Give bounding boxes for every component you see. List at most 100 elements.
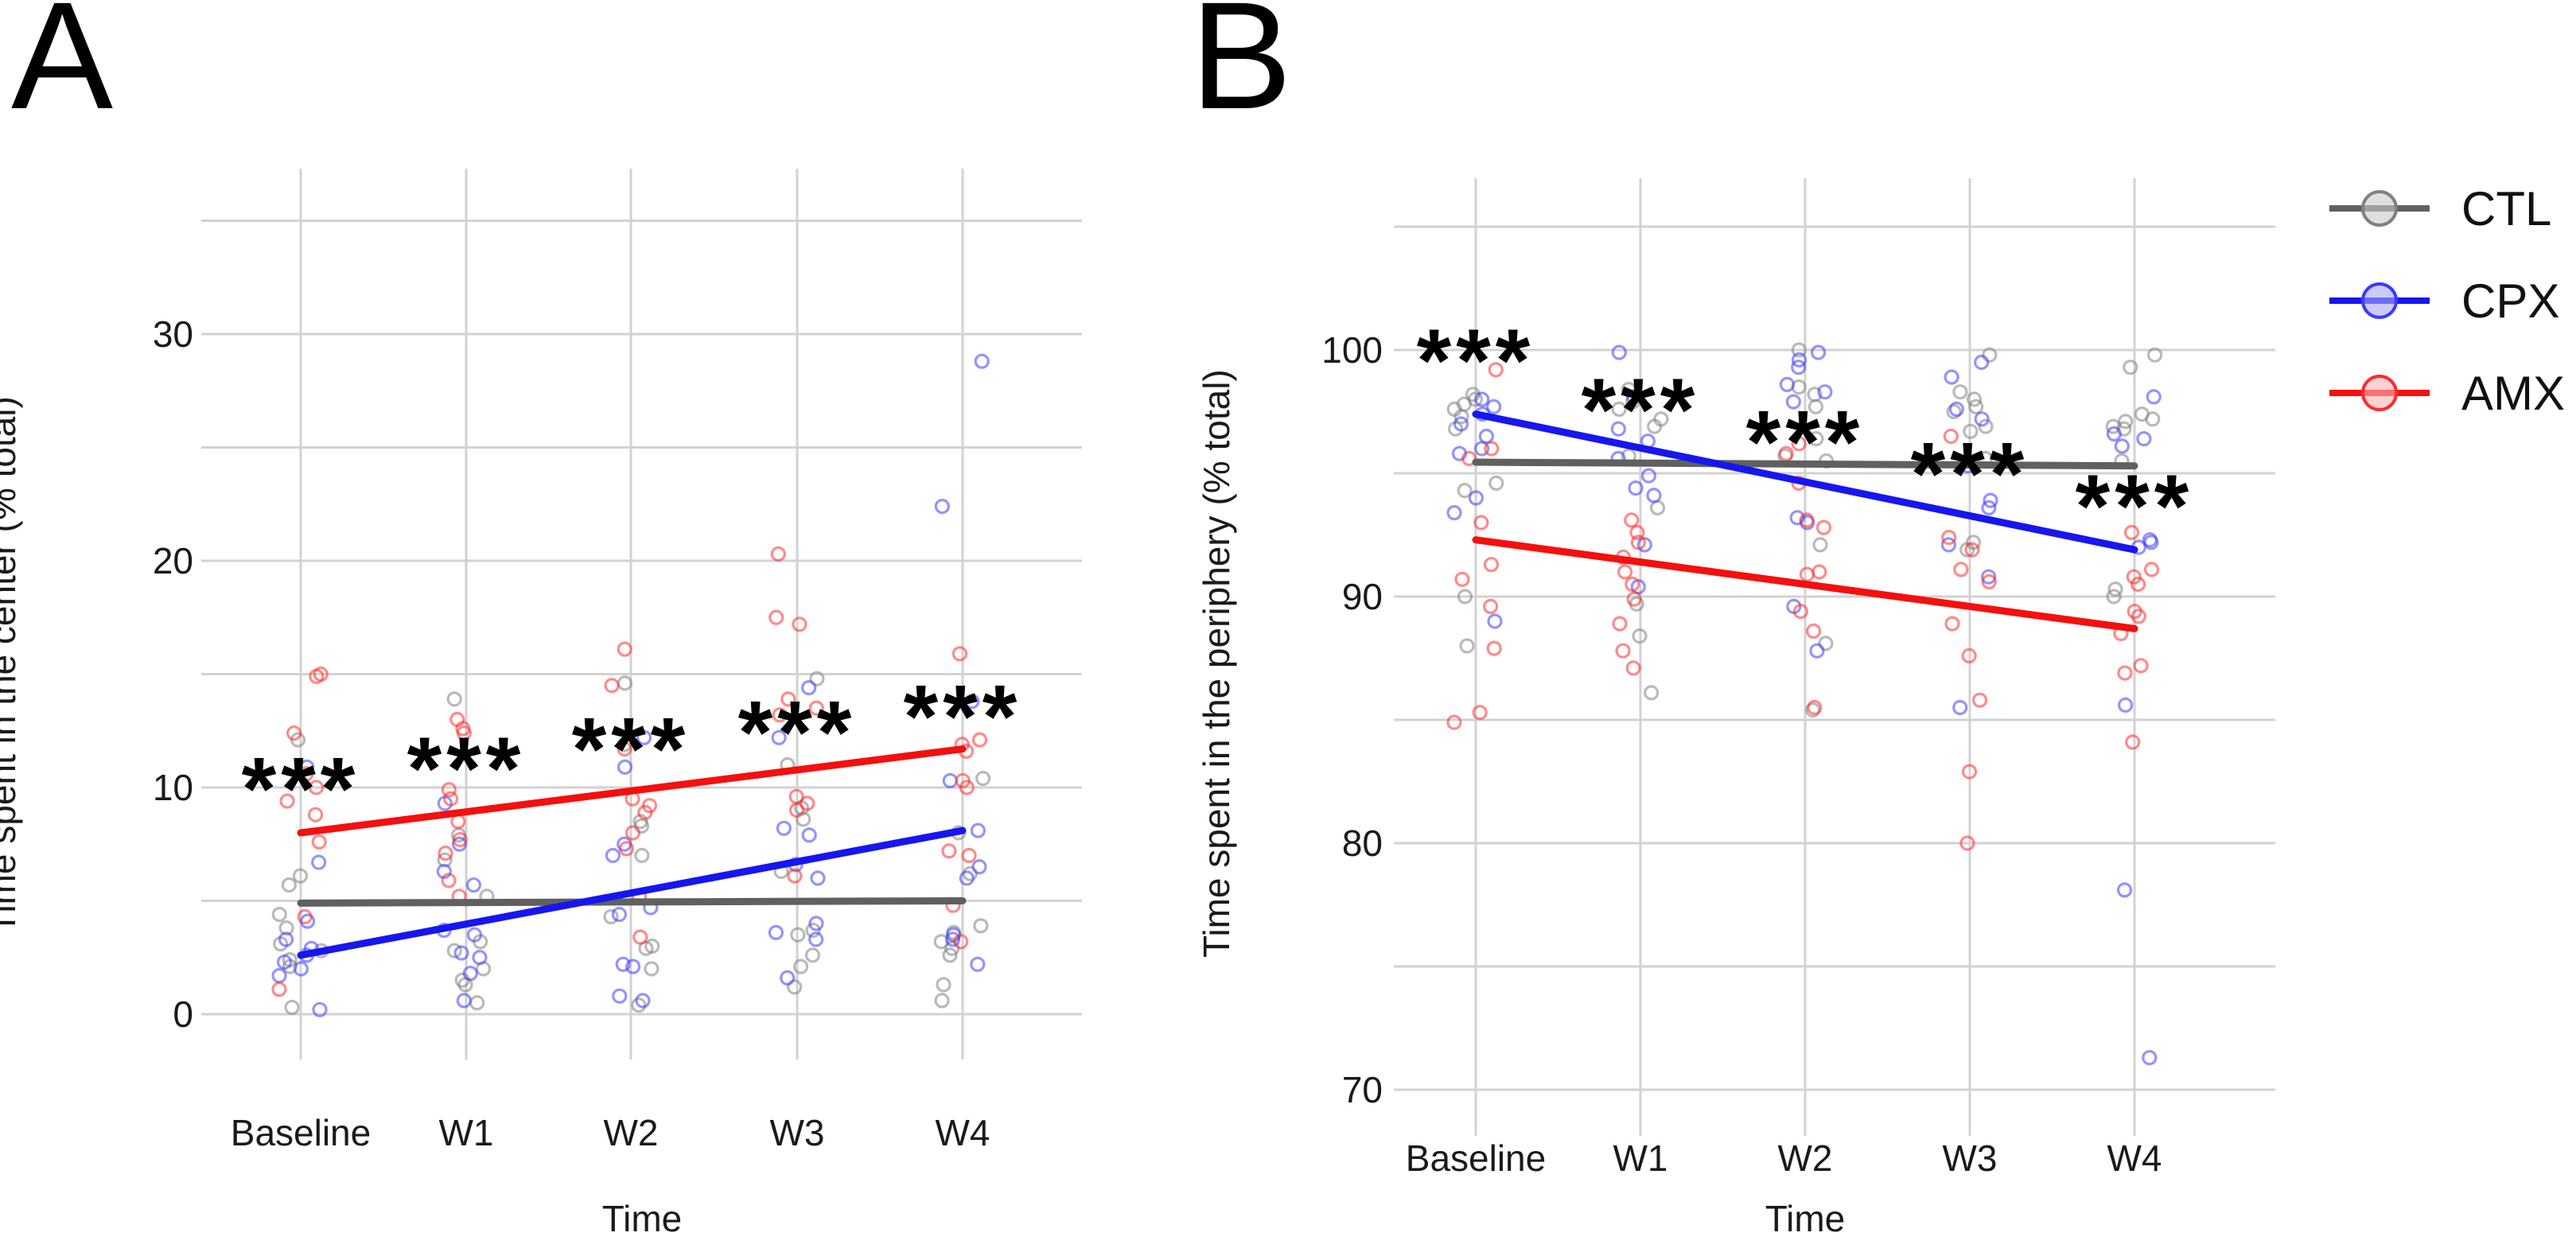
data-point-amx	[808, 700, 824, 716]
data-point-cpx	[2142, 1050, 2158, 1066]
y-tick-label: 30	[153, 313, 193, 355]
data-point-amx	[1612, 616, 1628, 632]
data-point-amx	[279, 793, 295, 809]
legend-item-cpx: CPX	[2326, 274, 2565, 328]
data-point-amx	[961, 847, 977, 864]
data-point-cpx	[771, 729, 787, 745]
data-point-ctl	[1978, 418, 1994, 434]
data-point-amx	[953, 934, 969, 950]
legend-key-ctl-icon	[2329, 190, 2430, 227]
data-point-ctl	[1963, 423, 1979, 439]
significance-stars: ***	[2076, 457, 2194, 556]
data-point-ctl	[1966, 391, 1983, 407]
data-point-cpx	[465, 877, 481, 893]
data-point-cpx	[1940, 537, 1957, 553]
data-point-cpx	[611, 906, 627, 923]
data-point-amx	[286, 725, 302, 741]
data-point-cpx	[810, 870, 826, 886]
data-point-amx	[297, 908, 313, 925]
data-point-amx	[1461, 450, 1477, 467]
data-point-cpx	[934, 498, 950, 515]
panel-b-y-axis-title: Time spent in the periphery (% total)	[1196, 369, 1237, 958]
significance-stars: ***	[407, 719, 526, 818]
data-point-ctl	[271, 906, 287, 923]
data-point-cpx	[1640, 468, 1657, 484]
data-point-ctl	[2106, 589, 2122, 605]
data-point-amx	[1624, 512, 1640, 528]
data-point-amx	[1615, 643, 1631, 659]
data-point-amx	[1472, 705, 1488, 721]
data-point-amx	[1629, 524, 1645, 541]
data-point-amx	[2123, 524, 2140, 541]
data-point-amx	[1625, 576, 1640, 593]
data-point-ctl	[1457, 483, 1473, 499]
data-point-cpx	[801, 679, 817, 696]
data-point-ctl	[446, 943, 462, 958]
data-point-ctl	[792, 958, 809, 974]
data-point-cpx	[311, 854, 327, 870]
significance-stars: ***	[1746, 392, 1865, 492]
x-tick-label: W3	[770, 1112, 825, 1153]
panel-a-letter: A	[11, 0, 114, 141]
data-point-amx	[2125, 734, 2141, 750]
data-point-amx	[772, 707, 788, 723]
data-point-cpx	[2114, 438, 2130, 454]
data-point-cpx	[605, 847, 621, 864]
data-point-ctl	[1649, 500, 1666, 516]
legend-item-amx: AMX	[2326, 367, 2565, 420]
panel-b-letter: B	[1190, 0, 1293, 141]
data-point-cpx	[1952, 699, 1968, 716]
data-point-cpx	[2136, 430, 2152, 447]
significance-stars: ***	[242, 740, 360, 839]
data-point-cpx	[1446, 504, 1462, 521]
legend: CTL CPX AMX	[2326, 182, 2565, 420]
data-point-cpx	[2146, 389, 2162, 405]
data-point-cpx	[1944, 369, 1959, 385]
y-tick-label: 80	[1342, 822, 1383, 864]
data-point-cpx	[462, 966, 478, 982]
data-point-ctl	[446, 691, 462, 707]
data-point-cpx	[1646, 488, 1662, 504]
data-point-amx	[1961, 764, 1978, 780]
data-point-ctl	[281, 877, 297, 893]
data-point-amx	[456, 725, 472, 741]
data-point-amx	[2143, 562, 2160, 577]
data-point-amx	[637, 804, 653, 820]
y-tick-label: 0	[173, 993, 193, 1035]
data-point-cpx	[1974, 354, 1990, 371]
data-point-ctl	[2147, 347, 2163, 363]
data-point-amx	[951, 646, 968, 662]
significance-stars: ***	[1417, 311, 1535, 410]
data-point-cpx	[944, 931, 961, 947]
data-point-cpx	[808, 931, 824, 947]
legend-key-amx-icon	[2329, 375, 2430, 411]
data-point-ctl	[644, 961, 660, 977]
data-point-cpx	[1628, 480, 1644, 496]
data-point-cpx	[964, 694, 980, 710]
data-point-amx	[2133, 658, 2149, 674]
data-point-amx	[271, 982, 287, 997]
data-point-cpx	[1791, 352, 1807, 367]
data-point-amx	[1792, 603, 1808, 620]
data-point-cpx	[801, 827, 817, 843]
panel-b: 70 80 90 100 Baseline W1 W2 W3 W4 *** *** *** *** ***	[1321, 178, 2275, 1179]
data-point-cpx	[1611, 344, 1627, 360]
data-point-cpx	[1487, 613, 1503, 629]
data-point-ctl	[790, 927, 806, 943]
data-point-cpx	[278, 931, 294, 947]
points-cpx	[1446, 344, 2162, 1066]
data-point-cpx	[2143, 535, 2159, 550]
panel-a-x-axis-title: Time	[601, 1198, 683, 1239]
data-point-cpx	[2116, 882, 2133, 898]
data-point-amx	[441, 782, 457, 798]
data-point-cpx	[1948, 401, 1964, 418]
data-point-cpx	[768, 924, 784, 941]
data-point-amx	[2117, 665, 2133, 681]
data-point-cpx	[299, 759, 315, 775]
x-tick-label: W2	[604, 1112, 659, 1153]
data-point-cpx	[2118, 697, 2134, 713]
data-point-amx	[2130, 576, 2146, 593]
data-point-amx	[780, 691, 796, 707]
